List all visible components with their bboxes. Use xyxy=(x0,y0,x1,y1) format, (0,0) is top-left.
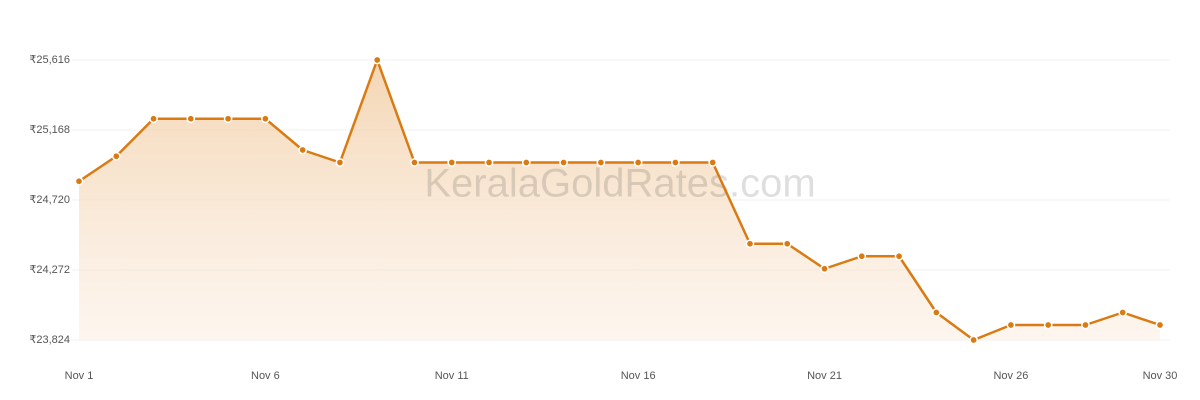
point xyxy=(820,264,829,274)
watermark: KeralaGoldRates.com xyxy=(424,162,815,206)
point xyxy=(894,251,904,261)
point xyxy=(671,158,680,167)
point xyxy=(1081,320,1090,330)
point xyxy=(335,158,345,167)
point xyxy=(186,114,196,124)
point xyxy=(559,158,568,167)
point xyxy=(969,335,978,345)
point xyxy=(111,151,121,161)
point xyxy=(521,158,531,167)
point xyxy=(745,239,755,249)
point xyxy=(372,55,382,65)
point xyxy=(261,114,270,124)
point xyxy=(149,114,158,124)
y-tick-label: ₹25,616 xyxy=(29,54,70,66)
point xyxy=(1006,320,1016,330)
point xyxy=(447,158,457,167)
point xyxy=(1155,320,1165,330)
y-tick-label: ₹23,824 xyxy=(29,334,70,346)
y-tick-label: ₹24,272 xyxy=(29,264,70,276)
y-tick-label: ₹24,720 xyxy=(29,194,70,206)
x-tick-label: Nov 21 xyxy=(807,370,842,382)
x-tick-label: Nov 26 xyxy=(993,370,1028,382)
point xyxy=(1043,320,1053,330)
x-tick-label: Nov 6 xyxy=(251,370,280,382)
x-tick-label: Nov 11 xyxy=(435,370,469,382)
x-tick-label: Nov 1 xyxy=(65,370,94,382)
point xyxy=(633,158,643,167)
point xyxy=(931,308,941,317)
point xyxy=(782,239,792,249)
y-tick-label: ₹25,168 xyxy=(29,124,70,136)
point xyxy=(410,158,419,167)
point xyxy=(596,158,606,167)
point xyxy=(74,176,84,186)
x-tick-label: Nov 16 xyxy=(621,370,656,382)
point xyxy=(857,251,867,261)
point xyxy=(223,114,233,124)
area xyxy=(79,60,1160,340)
point xyxy=(484,158,494,167)
point xyxy=(1118,308,1128,317)
point xyxy=(298,145,308,155)
x-tick-label: Nov 30 xyxy=(1143,370,1178,382)
line xyxy=(78,58,1161,342)
point xyxy=(708,158,718,167)
